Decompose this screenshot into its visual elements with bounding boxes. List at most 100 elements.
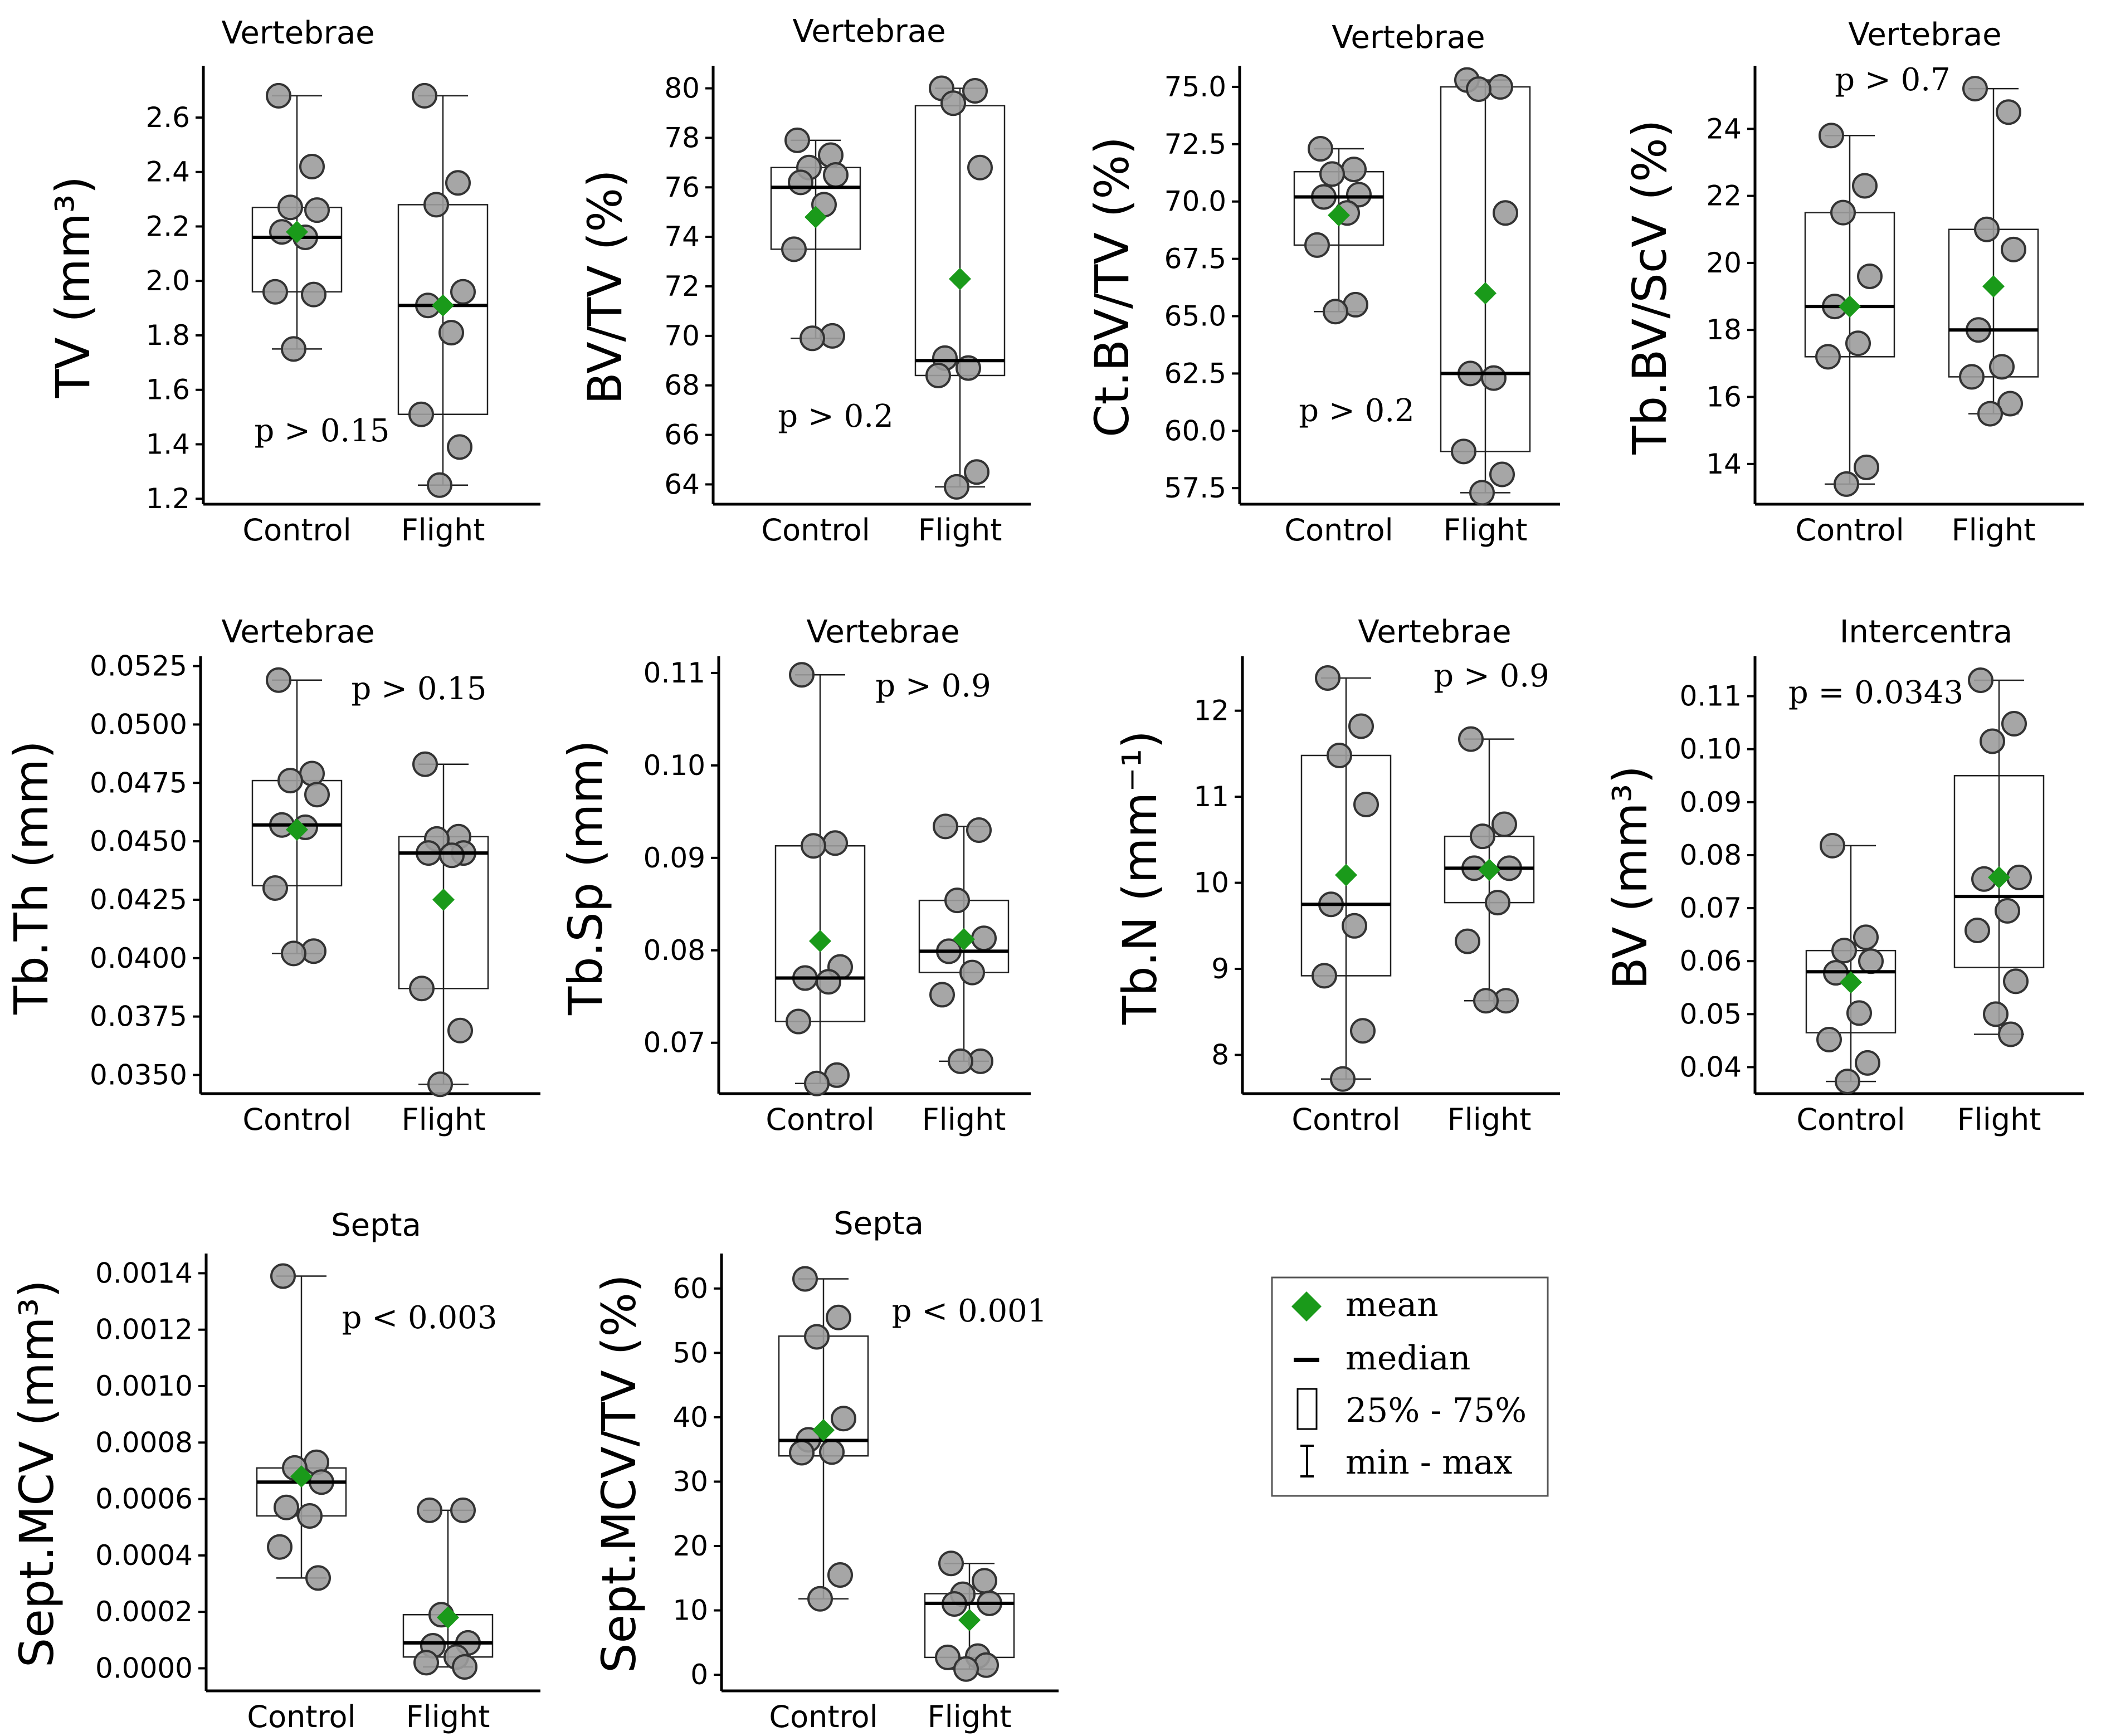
y-tick-label: 0.0014: [95, 1257, 193, 1289]
data-point: [1315, 665, 1340, 691]
data-point: [804, 1324, 830, 1350]
mean-marker: [432, 294, 454, 317]
y-tick-label: 72: [664, 270, 700, 303]
y-tick-label: 20: [672, 1530, 708, 1562]
data-point: [423, 192, 449, 218]
data-point: [301, 281, 326, 308]
data-point: [408, 401, 434, 427]
mean-marker: [286, 221, 308, 243]
p-value-annotation: p < 0.001: [892, 1293, 1047, 1329]
data-point: [1485, 890, 1510, 916]
y-tick-label: 0.07: [644, 1027, 705, 1059]
data-point: [938, 1550, 964, 1577]
data-point: [819, 1439, 845, 1465]
data-point: [827, 1562, 853, 1588]
chart-title: Septa: [833, 1206, 924, 1242]
y-tick-label: 0.08: [644, 934, 705, 967]
data-point: [953, 1656, 979, 1682]
data-point: [1346, 182, 1372, 208]
y-tick-label: 2.6: [145, 101, 190, 134]
mean-marker: [1988, 866, 2010, 889]
data-point: [1341, 157, 1367, 183]
data-point: [2001, 711, 2027, 737]
y-tick-label: 0.05: [1680, 998, 1742, 1030]
y-tick-label: 72.5: [1164, 128, 1226, 160]
data-point: [816, 969, 841, 995]
y-tick-label: 0.0008: [95, 1426, 193, 1459]
y-tick-label: 65.0: [1164, 300, 1226, 333]
y-tick-label: 80: [664, 72, 700, 105]
y-tick-label: 30: [672, 1465, 708, 1498]
data-point: [447, 1017, 473, 1043]
y-axis-label: Sept.MCV (mm³): [9, 1280, 64, 1667]
chart-title: Vertebrae: [792, 13, 945, 50]
data-point: [412, 82, 437, 109]
y-tick-label: 0.0400: [90, 942, 187, 974]
data-point: [281, 940, 306, 967]
y-tick-label: 0.0500: [90, 708, 187, 740]
data-point: [277, 768, 303, 794]
data-point: [789, 662, 815, 688]
data-point: [266, 82, 291, 109]
y-axis-label: Tb.Sp (mm): [558, 740, 613, 1016]
y-tick-label: 9: [1211, 953, 1229, 985]
y-tick-label: 2.0: [145, 265, 190, 297]
mean-marker: [1328, 204, 1350, 227]
x-tick-label-control: Control: [766, 1102, 874, 1137]
data-point: [1858, 948, 1884, 974]
data-point: [935, 1644, 961, 1670]
box-control: [778, 1266, 869, 1612]
data-point: [933, 813, 958, 840]
data-point: [299, 760, 325, 787]
data-point: [409, 976, 435, 1002]
y-tick-label: 0: [690, 1659, 708, 1691]
mean-marker: [958, 1608, 981, 1631]
data-point: [1834, 471, 1859, 497]
data-point: [412, 751, 438, 777]
legend-label: mean: [1346, 1285, 1439, 1324]
y-tick-label: 57.5: [1164, 472, 1226, 504]
box-flight: [1953, 667, 2045, 1047]
y-tick-label: 2.4: [145, 156, 190, 188]
y-tick-label: 0.10: [1680, 733, 1742, 765]
data-point: [1989, 354, 2015, 380]
chart-title: Vertebrae: [221, 15, 374, 51]
data-point: [438, 320, 464, 346]
legend-box: mean median 25% - 75% min - max: [1271, 1276, 1549, 1497]
y-tick-label: 0.0450: [90, 825, 187, 857]
box-control: [1804, 123, 1895, 497]
data-point: [784, 127, 810, 153]
mean-marker: [437, 1606, 459, 1629]
y-tick-label: 0.09: [1680, 786, 1742, 818]
box-flight: [918, 813, 1010, 1074]
data-point: [445, 170, 471, 196]
data-point: [427, 1071, 453, 1098]
data-point: [1342, 913, 1367, 939]
chart-title: Vertebrae: [806, 614, 959, 650]
y-axis-label: Tb.N (mm⁻¹): [1113, 730, 1167, 1025]
y-tick-label: 0.10: [644, 749, 705, 782]
p-value-annotation: p > 0.15: [351, 671, 486, 707]
data-point: [1845, 330, 1871, 357]
x-tick-label-control: Control: [1796, 1102, 1905, 1137]
y-axis-label: Tb.BV/ScV (%): [1622, 119, 1677, 455]
p-value-annotation: p < 0.003: [342, 1300, 498, 1336]
data-point: [1854, 454, 1879, 480]
box-control: [251, 667, 343, 967]
data-point: [266, 667, 291, 693]
mean-marker: [953, 928, 975, 950]
data-point: [277, 194, 303, 221]
data-point: [1491, 811, 1517, 837]
data-point: [1350, 1018, 1376, 1044]
legend-label: median: [1346, 1339, 1470, 1378]
data-point: [1489, 461, 1515, 487]
data-point: [948, 1048, 973, 1074]
data-point: [450, 279, 476, 305]
data-point: [1996, 99, 2021, 125]
data-point: [1835, 1069, 1860, 1095]
data-point: [1466, 76, 1491, 103]
y-tick-label: 16: [1706, 381, 1742, 413]
y-tick-label: 1.4: [145, 428, 190, 460]
mean-marker: [1840, 971, 1862, 994]
y-tick-label: 40: [672, 1401, 708, 1433]
